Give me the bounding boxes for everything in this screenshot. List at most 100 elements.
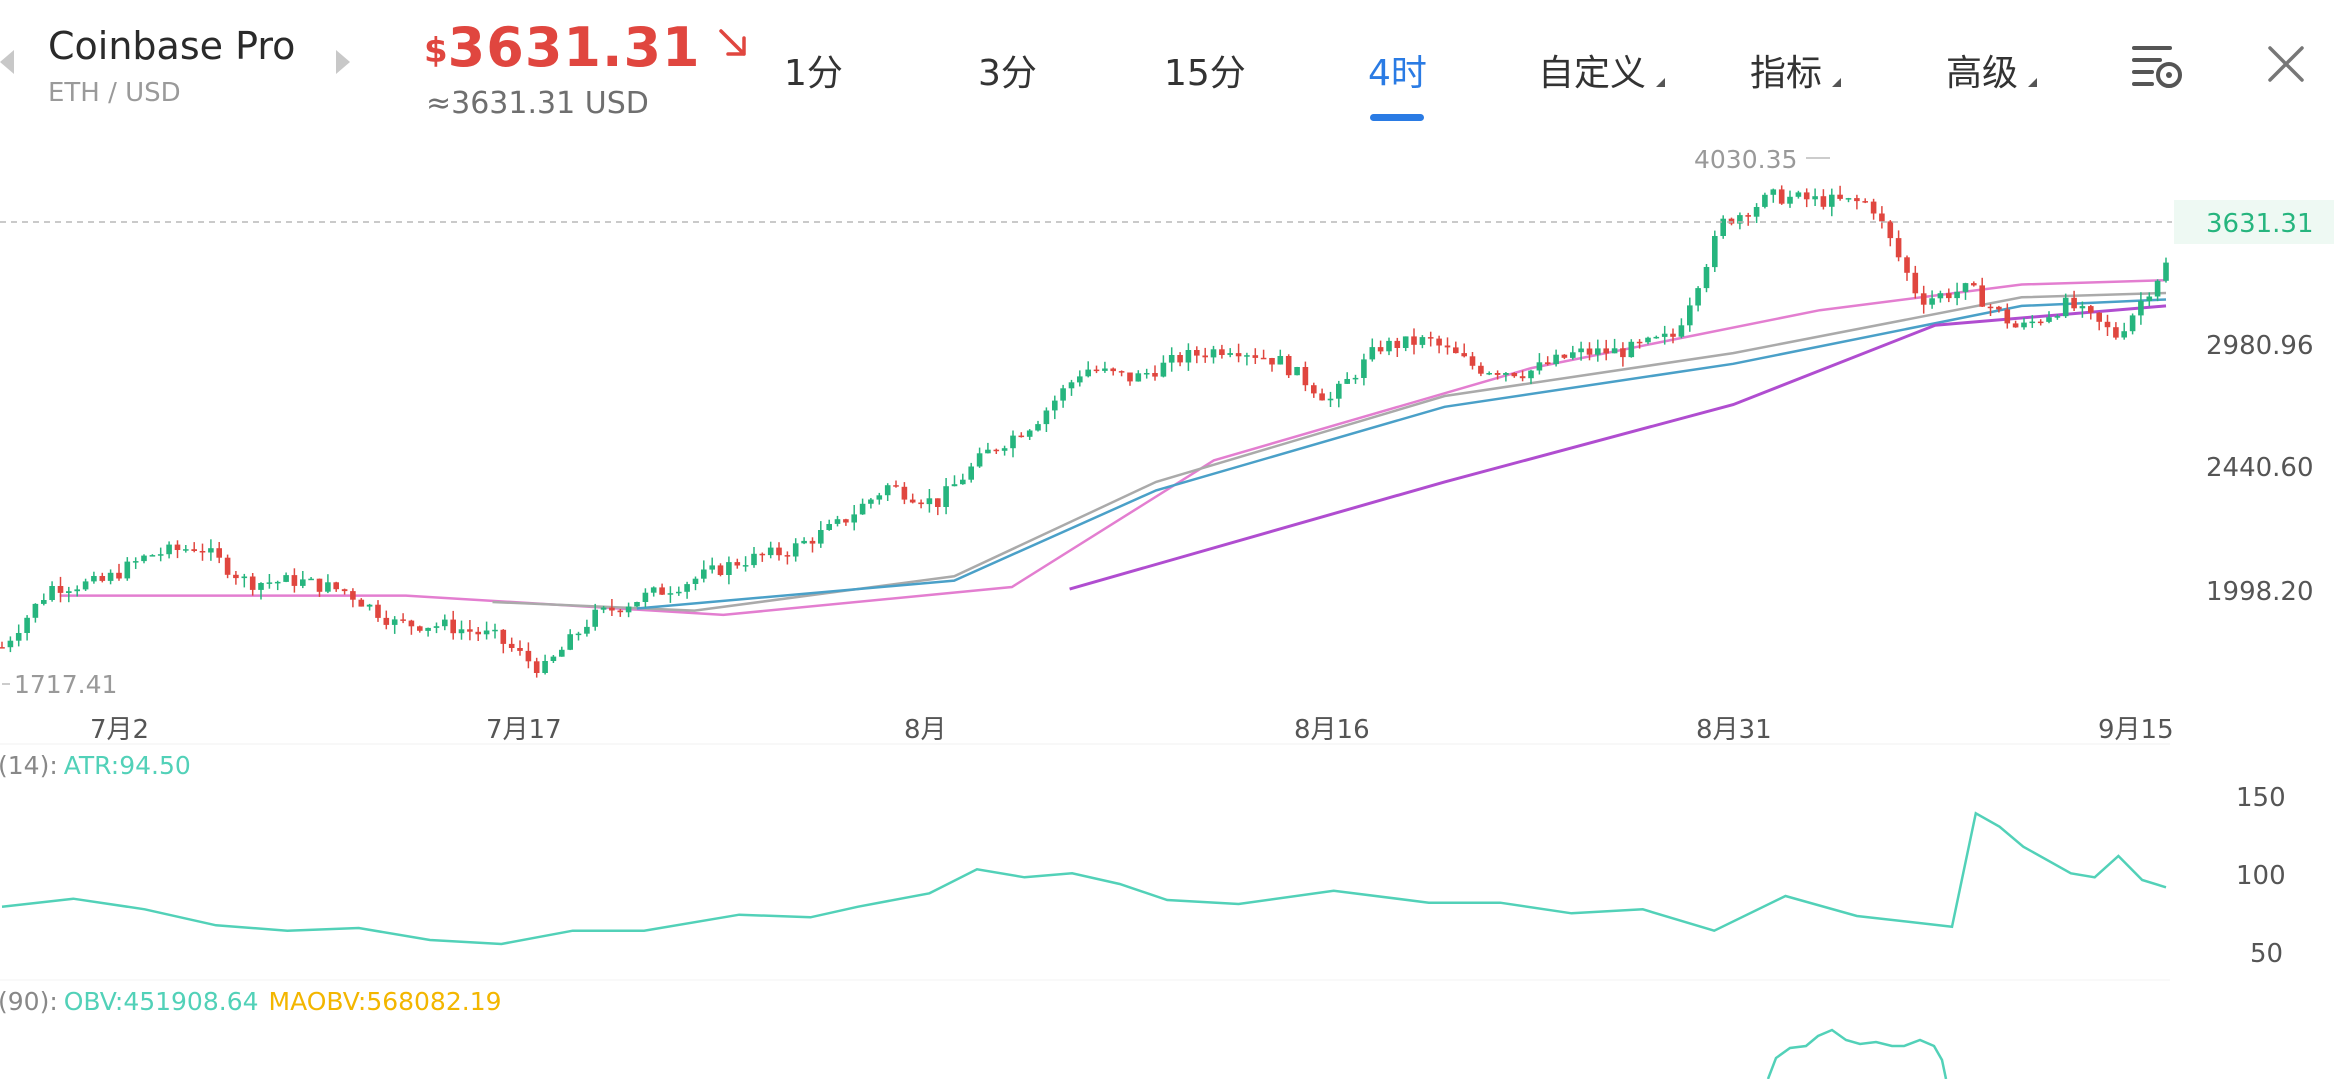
tab-15min[interactable]: 15分 (1164, 53, 1246, 94)
candle (433, 622, 440, 634)
moving-average-lines (59, 278, 2167, 617)
candle (1035, 420, 1041, 432)
candle (258, 582, 264, 600)
candle (726, 556, 732, 585)
candle (1235, 343, 1242, 363)
candle (1185, 343, 1192, 371)
candle (316, 578, 323, 597)
candle (650, 586, 657, 597)
candle (1929, 290, 1935, 309)
candle (66, 586, 72, 603)
candle (1837, 185, 1843, 201)
candle (567, 629, 573, 651)
candle (976, 447, 983, 468)
candle (951, 475, 958, 487)
candle (1219, 344, 1225, 359)
candle (241, 573, 248, 588)
candle (1227, 348, 1233, 358)
candle (926, 489, 933, 513)
candle (1068, 379, 1075, 396)
candle (82, 578, 89, 591)
candle (49, 581, 55, 602)
candle (818, 521, 824, 548)
candle (1795, 190, 1802, 199)
candle (667, 586, 674, 603)
candle (1770, 188, 1777, 203)
next-pair-arrow-icon[interactable] (336, 50, 350, 74)
tab-1min[interactable]: 1分 (784, 53, 843, 94)
candle (1269, 357, 1275, 372)
close-icon[interactable] (2264, 42, 2308, 90)
candle (249, 573, 256, 596)
candle (2163, 257, 2169, 283)
candle (1311, 382, 1317, 398)
candle (734, 558, 741, 569)
candle (199, 543, 206, 561)
candle (1553, 349, 1559, 367)
atr-value: 94.50 (119, 751, 191, 780)
candle (475, 627, 481, 641)
candle (960, 473, 966, 485)
candle (325, 574, 331, 594)
candle (1352, 374, 1359, 384)
candle (859, 498, 866, 515)
candle (1060, 384, 1066, 408)
candle (1018, 432, 1025, 438)
candle (341, 588, 348, 595)
candle (1444, 337, 1451, 355)
candle (458, 620, 465, 640)
candle (1737, 212, 1743, 230)
candle (1620, 342, 1626, 367)
tab-custom-interval[interactable]: 自定义 (1538, 53, 1647, 94)
candle (32, 603, 39, 623)
tab-3min[interactable]: 3分 (978, 53, 1037, 94)
chart-settings-icon[interactable] (2130, 40, 2184, 94)
candle (1595, 339, 1601, 362)
candle (893, 480, 899, 488)
previous-pair-arrow-icon[interactable] (0, 50, 14, 74)
tab-indicators[interactable]: 指标 (1750, 53, 1823, 94)
candle (1043, 407, 1050, 432)
min-price-marker: 1717.41 (2, 670, 117, 699)
candle (868, 498, 874, 509)
candle (592, 603, 598, 631)
candle (375, 600, 381, 622)
candle (1093, 365, 1100, 374)
candle (1812, 188, 1818, 206)
candle (1561, 354, 1568, 360)
candle (575, 631, 582, 641)
candle (918, 499, 924, 509)
candle (792, 538, 799, 562)
atr-y-tick-label: 100 (2236, 861, 2286, 891)
candle (1695, 286, 1701, 312)
obv-legend: (90): OBV:451908.64 MAOBV:568082.19 (0, 987, 502, 1016)
candle (166, 541, 172, 559)
candle (1603, 339, 1609, 361)
candle (1160, 355, 1167, 378)
candle (233, 571, 239, 585)
last-price: $3631.31 (424, 16, 750, 79)
candle (692, 576, 699, 591)
candle (1636, 339, 1643, 349)
candle (492, 623, 498, 639)
candle (776, 542, 782, 561)
candle (274, 580, 281, 591)
candle (542, 654, 548, 675)
tab-4hour[interactable]: 4时 (1368, 53, 1427, 94)
candle (1210, 345, 1217, 364)
tab-advanced[interactable]: 高级 (1946, 53, 2019, 94)
candle (1820, 189, 1827, 210)
candle (149, 554, 156, 557)
candle (483, 621, 490, 640)
maobv-value: 568082.19 (366, 987, 501, 1016)
chart-grid (0, 743, 2170, 981)
candle (1486, 371, 1492, 376)
candle (1920, 285, 1927, 314)
candle (2104, 314, 2111, 336)
moving-average-line (492, 291, 2167, 612)
candle (834, 515, 841, 527)
candle (1244, 352, 1250, 366)
currency-symbol: $ (424, 31, 448, 71)
candle (391, 616, 398, 634)
